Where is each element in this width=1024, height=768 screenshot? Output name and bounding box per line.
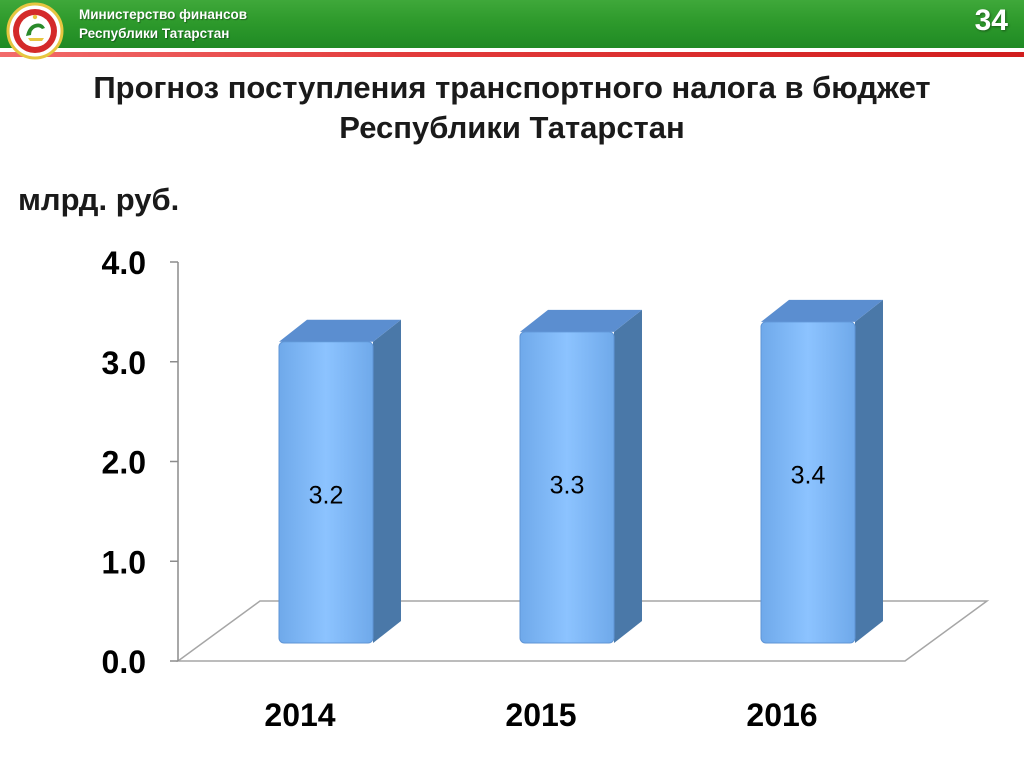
slide-title: Прогноз поступления транспортного налога… (0, 68, 1024, 148)
y-tick-label: 2.0 (102, 445, 146, 481)
ministry-name: Министерство финансов Республики Татарст… (79, 5, 247, 43)
data-label-2014: 3.2 (309, 481, 344, 509)
slide-title-line2: Республики Татарстан (339, 110, 685, 145)
bar-side-2016 (855, 299, 883, 643)
y-tick-label: 3.0 (102, 345, 146, 381)
tatarstan-emblem-icon (6, 2, 64, 60)
slide-title-line1: Прогноз поступления транспортного налога… (93, 70, 931, 105)
bar-2015 (519, 331, 615, 644)
header-bar (0, 0, 1024, 48)
bar-top-2015 (520, 309, 642, 332)
y-tick-label: 4.0 (102, 245, 146, 281)
x-tick-label-2014: 2014 (264, 697, 335, 733)
data-label-2015: 3.3 (550, 471, 585, 499)
bar-side-2015 (614, 309, 642, 643)
header-stripe-white (0, 48, 1024, 52)
header-stripe-red (0, 52, 1024, 57)
page-number: 34 (974, 4, 1008, 37)
bar-2014 (278, 341, 374, 644)
bar-top-2014 (279, 319, 401, 342)
data-label-2016: 3.4 (791, 461, 826, 489)
y-tick-label: 1.0 (102, 544, 146, 580)
bar-side-2014 (373, 319, 401, 643)
x-tick-label-2016: 2016 (746, 697, 817, 733)
y-tick-label: 0.0 (102, 644, 146, 680)
unit-label: млрд. руб. (18, 182, 180, 217)
bar-2016 (760, 321, 856, 644)
bar-top-2016 (761, 299, 883, 322)
ministry-name-line2: Республики Татарстан (79, 26, 230, 41)
x-tick-label-2015: 2015 (505, 697, 576, 733)
ministry-name-line1: Министерство финансов (79, 7, 248, 22)
